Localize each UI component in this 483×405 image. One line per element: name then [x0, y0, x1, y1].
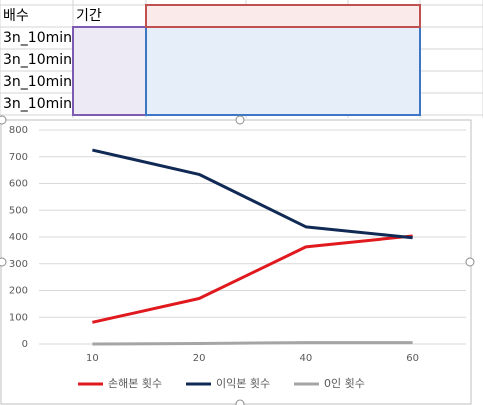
x-tick-label: 20: [193, 353, 206, 364]
y-tick-label: 800: [9, 125, 28, 136]
cell: 3n_10min: [3, 96, 72, 112]
x-tick-label: 10: [86, 353, 99, 364]
chart-area[interactable]: [0, 119, 472, 405]
resize-handle[interactable]: [235, 115, 245, 125]
resize-handle[interactable]: [235, 399, 245, 405]
legend-label: 0인 횟수: [324, 377, 365, 390]
y-tick-label: 500: [9, 205, 28, 216]
legend-label: 이익본 횟수: [216, 377, 270, 390]
selection-border: [145, 4, 421, 28]
y-tick-label: 300: [9, 259, 28, 270]
legend-label: 손해본 횟수: [108, 376, 162, 390]
header-cell: 배수: [3, 8, 29, 24]
cell: 3n_10min: [3, 74, 72, 90]
header-cell: 기간: [76, 8, 102, 24]
x-tick-label: 60: [406, 353, 419, 364]
y-tick-label: 200: [9, 286, 28, 297]
resize-handle[interactable]: [0, 115, 7, 125]
selection-fill: [146, 5, 420, 27]
resize-handle[interactable]: [0, 257, 7, 267]
y-tick-label: 600: [9, 179, 28, 190]
cell: 3n_10min: [3, 52, 72, 68]
data-line: [92, 341, 413, 346]
y-tick-label: 0: [22, 339, 28, 350]
y-tick-label: 400: [9, 232, 28, 243]
x-tick-label: 40: [300, 353, 313, 364]
selection-fill: [146, 27, 420, 115]
y-tick-label: 100: [9, 312, 28, 323]
cell: 3n_10min: [3, 30, 72, 46]
data-line: [92, 234, 413, 324]
data-line: [92, 148, 413, 240]
selection-fill: [73, 27, 146, 115]
y-tick-label: 700: [9, 152, 28, 163]
resize-handle[interactable]: [465, 257, 475, 267]
